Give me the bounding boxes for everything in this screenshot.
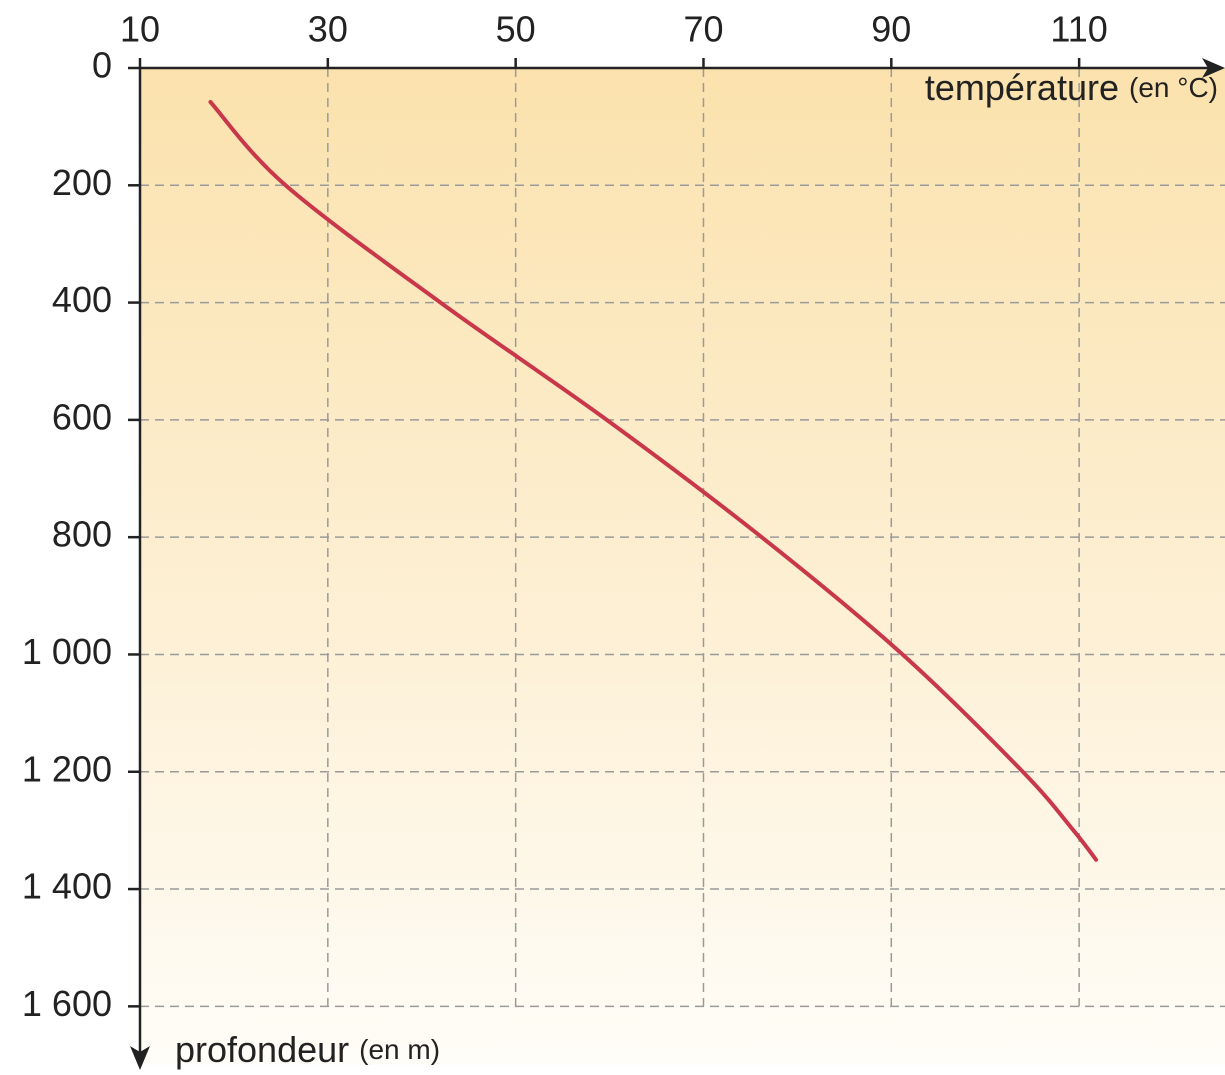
y-axis-label-text: profondeur xyxy=(175,1029,349,1070)
x-axis-arrow xyxy=(1202,58,1225,78)
y-tick-label: 200 xyxy=(52,162,112,203)
x-tick-label: 30 xyxy=(308,9,348,50)
marks xyxy=(208,100,1099,862)
y-tick-label: 1 400 xyxy=(22,866,112,907)
y-tick-label: 600 xyxy=(52,396,112,437)
plot-background xyxy=(140,68,1225,1065)
y-axis-arrow xyxy=(130,1046,150,1070)
y-axis-label: profondeur (en m) xyxy=(175,1029,440,1070)
x-tick-label: 10 xyxy=(120,9,160,50)
y-tick-label: 400 xyxy=(52,279,112,320)
y-axis-label-unit: (en m) xyxy=(359,1034,440,1065)
y-tick-label: 800 xyxy=(52,514,112,555)
data-line xyxy=(208,100,1099,862)
x-tick-label: 70 xyxy=(683,9,723,50)
x-tick-label: 110 xyxy=(1050,9,1107,50)
y-tick-label: 0 xyxy=(92,45,112,86)
grid xyxy=(140,68,1225,1008)
x-axis-label-text: température xyxy=(925,67,1119,108)
x-axis-label-unit: (en °C) xyxy=(1129,72,1218,103)
x-axis-label: température (en °C) xyxy=(925,67,1218,108)
y-tick-label: 1 600 xyxy=(22,983,112,1024)
x-tick-label: 90 xyxy=(871,9,911,50)
x-tick-label: 50 xyxy=(496,9,536,50)
y-tick-label: 1 000 xyxy=(22,631,112,672)
y-tick-label: 1 200 xyxy=(22,748,112,789)
